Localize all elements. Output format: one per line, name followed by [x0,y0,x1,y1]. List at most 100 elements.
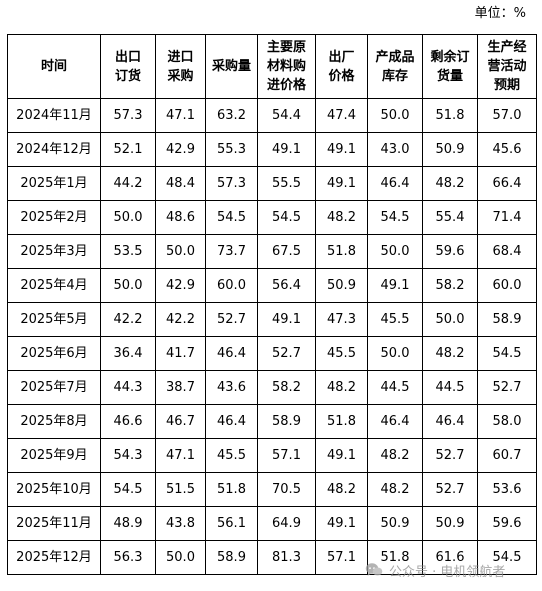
table-cell: 49.1 [257,302,316,337]
row-time-cell: 2024年11月 [7,98,101,133]
table-cell: 52.7 [422,438,478,473]
table-cell: 71.4 [477,200,537,235]
table-cell: 68.4 [477,234,537,269]
table-cell: 45.5 [315,336,368,371]
table-cell: 46.4 [205,404,258,439]
table-row: 2024年11月 57.3 47.1 63.2 54.4 47.4 50.0 51.8 57.0 [7,98,537,133]
table-cell: 73.7 [205,234,258,269]
row-time-cell: 2025年10月 [7,472,101,507]
table-cell: 44.5 [367,370,423,405]
table-cell: 43.6 [205,370,258,405]
table-cell: 41.7 [155,336,206,371]
table-cell: 47.1 [155,438,206,473]
table-cell: 44.5 [422,370,478,405]
table-cell: 57.1 [257,438,316,473]
table-cell: 46.4 [205,336,258,371]
table-cell: 58.0 [477,404,537,439]
table-cell: 48.2 [422,166,478,201]
table-row: 2025年2月 50.0 48.6 54.5 54.5 48.2 54.5 55.4 71.4 [7,200,537,235]
table-row: 2025年4月 50.0 42.9 60.0 56.4 50.9 49.1 58.2 60.0 [7,268,537,303]
table-cell: 66.4 [477,166,537,201]
table-cell: 53.5 [100,234,156,269]
table-cell: 49.1 [315,166,368,201]
table-cell: 55.5 [257,166,316,201]
table-cell: 52.7 [205,302,258,337]
table-cell: 44.2 [100,166,156,201]
table-cell: 59.6 [477,506,537,541]
table-cell: 70.5 [257,472,316,507]
table-cell: 45.5 [205,438,258,473]
table-cell: 56.3 [100,540,156,575]
header-finished-goods-inventory: 产成品库存 [367,34,423,99]
row-time-cell: 2024年12月 [7,132,101,167]
watermark-text: 公众号 · 电机领航者 [389,564,506,580]
table-body: 2024年11月 57.3 47.1 63.2 54.4 47.4 50.0 51.8 57.0… [7,98,537,575]
table-cell: 52.7 [477,370,537,405]
table-cell: 46.4 [367,404,423,439]
table-cell: 48.9 [100,506,156,541]
wechat-official-account-icon [365,562,383,578]
table-row: 2025年1月 44.2 48.4 57.3 55.5 49.1 46.4 48.2 66.4 [7,166,537,201]
header-factory-price: 出厂价格 [315,34,368,99]
table-cell: 50.0 [155,234,206,269]
table-cell: 50.0 [100,200,156,235]
table-row: 2025年9月 54.3 47.1 45.5 57.1 49.1 48.2 52.7 60.7 [7,438,537,473]
table-cell: 48.2 [315,370,368,405]
table-cell: 42.9 [155,268,206,303]
watermark: 公众号 · 电机领航者 [365,560,505,580]
table-cell: 52.7 [257,336,316,371]
table-cell: 46.6 [100,404,156,439]
table-cell: 47.1 [155,98,206,133]
table-cell: 48.2 [422,336,478,371]
table-cell: 67.5 [257,234,316,269]
header-raw-material-price: 主要原材料购进价格 [257,34,316,99]
table-row: 2025年8月 46.6 46.7 46.4 58.9 51.8 46.4 46.4 58.0 [7,404,537,439]
header-business-expectation: 生产经营活动预期 [477,34,537,99]
table-cell: 61.6 [422,540,478,575]
table-cell: 60.0 [205,268,258,303]
table-cell: 49.1 [315,438,368,473]
table-cell: 55.4 [422,200,478,235]
table-cell: 50.0 [367,234,423,269]
table-row: 2025年7月 44.3 38.7 43.6 58.2 48.2 44.5 44.5 52.7 [7,370,537,405]
row-time-cell: 2025年6月 [7,336,101,371]
table-row: 2025年12月 56.3 50.0 58.9 81.3 57.1 51.8 61.6 54.5 [7,540,537,575]
table-cell: 50.0 [367,98,423,133]
table-cell: 42.2 [100,302,156,337]
table-cell: 50.0 [367,336,423,371]
table-cell: 49.1 [315,506,368,541]
table-cell: 53.6 [477,472,537,507]
table-cell: 57.0 [477,98,537,133]
table-cell: 47.3 [315,302,368,337]
table-cell: 50.9 [315,268,368,303]
table-cell: 49.1 [257,132,316,167]
table-cell: 60.0 [477,268,537,303]
table-cell: 52.7 [422,472,478,507]
table-cell: 57.3 [100,98,156,133]
table-cell: 38.7 [155,370,206,405]
unit-label: 单位：% [475,6,526,22]
table-cell: 54.5 [257,200,316,235]
table-cell: 58.9 [257,404,316,439]
header-import-purchases: 进口采购 [155,34,206,99]
table-cell: 57.1 [315,540,368,575]
table-cell: 48.6 [155,200,206,235]
table-cell: 58.2 [422,268,478,303]
table-cell: 59.6 [422,234,478,269]
table-cell: 50.9 [367,506,423,541]
table-cell: 54.4 [257,98,316,133]
table-cell: 50.0 [422,302,478,337]
table-cell: 51.8 [315,404,368,439]
table-cell: 36.4 [100,336,156,371]
table-cell: 42.2 [155,302,206,337]
row-time-cell: 2025年3月 [7,234,101,269]
table-cell: 58.9 [205,540,258,575]
header-export-orders: 出口订货 [100,34,156,99]
table-row: 2025年3月 53.5 50.0 73.7 67.5 51.8 50.0 59.6 68.4 [7,234,537,269]
table-cell: 54.5 [205,200,258,235]
table-cell: 54.5 [477,540,537,575]
header-backlog-orders: 剩余订货量 [422,34,478,99]
header-row: 时间 出口订货 进口采购 采购量 主要原材料购进价格 出厂价格 产成品库存 剩余… [7,34,537,99]
row-time-cell: 2025年11月 [7,506,101,541]
table-cell: 64.9 [257,506,316,541]
